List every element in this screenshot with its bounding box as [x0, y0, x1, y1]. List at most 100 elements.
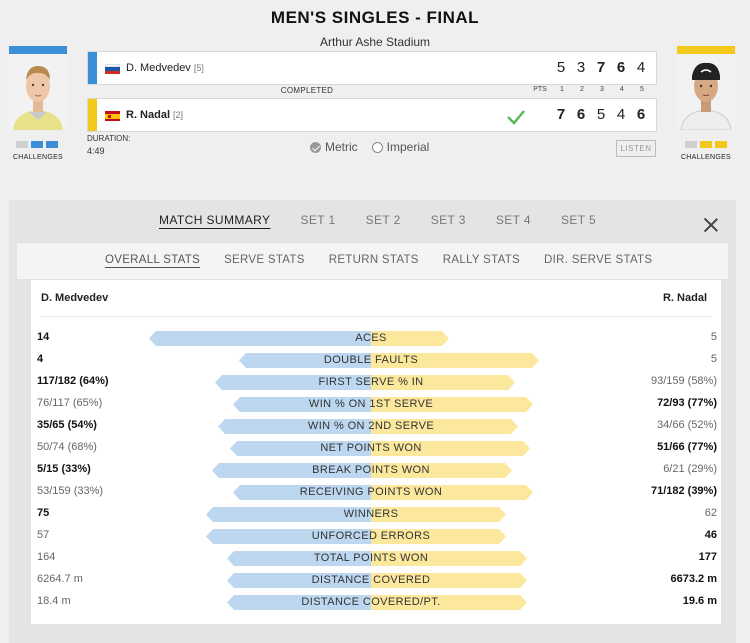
player1-stat-value: 14: [37, 331, 50, 343]
player2-stat-bar: [371, 419, 518, 434]
subtab-return-stats[interactable]: RETURN STATS: [328, 254, 419, 266]
player1-stat-bar: [218, 419, 371, 434]
challenge-used-indicator: [16, 141, 28, 148]
imperial-radio[interactable]: Imperial: [371, 140, 430, 154]
venue: Arthur Ashe Stadium: [319, 35, 431, 49]
player2-stat-value: 51/66 (77%): [657, 441, 717, 453]
player2-stat-value: 6/21 (29%): [663, 463, 717, 475]
player1-stat-bar: [227, 551, 371, 566]
stat-row: RECEIVING POINTS WON 53/159 (33%) 71/182 (…: [31, 484, 721, 500]
radio-checked-icon: [310, 141, 321, 153]
stat-label: TOTAL POINTS WON: [313, 552, 429, 564]
player2-stat-value: 19.6 m: [682, 595, 717, 607]
radio-unchecked-icon: [371, 141, 383, 153]
player1-name[interactable]: D. Medvedev [5]: [126, 62, 204, 74]
player2-stat-value: 6673.2 m: [670, 573, 717, 585]
stat-label: DOUBLE FAULTS: [323, 354, 419, 366]
player2-name-text: R. Nadal: [126, 109, 171, 121]
spain-flag-icon: [105, 111, 120, 121]
tab-set-3[interactable]: SET 3: [430, 213, 466, 227]
player1-set-scores: 5 3 7 6 4: [551, 59, 651, 76]
player2-stat-value: 71/182 (39%): [650, 485, 717, 497]
player2-stat-value: 5: [710, 353, 717, 365]
player1-stat-bar: [206, 529, 371, 544]
player2-stat-bar: [371, 529, 506, 544]
set-header: 4: [620, 86, 624, 93]
stat-label: ACES: [355, 332, 387, 344]
set-header: 2: [580, 86, 584, 93]
set-score: 4: [636, 59, 646, 76]
russia-flag-icon: [105, 64, 120, 74]
metric-radio[interactable]: Metric: [310, 140, 358, 154]
player1-challenges: [16, 141, 58, 148]
stat-label: RECEIVING POINTS WON: [299, 486, 443, 498]
player1-stat-bar: [149, 331, 371, 346]
player1-stat-bar: [233, 485, 371, 500]
subtab-dir-serve-stats[interactable]: DIR. SERVE STATS: [544, 254, 653, 266]
player1-avatar: [9, 54, 67, 130]
set-score: 6: [576, 106, 586, 123]
stat-label: UNFORCED ERRORS: [311, 530, 431, 542]
player2-avatar: [677, 54, 735, 130]
player2-stat-bar: [371, 595, 527, 610]
close-icon[interactable]: [703, 217, 719, 233]
set-header: 3: [600, 86, 604, 93]
stat-row: UNFORCED ERRORS 57 46: [31, 528, 721, 544]
player1-stat-value: 76/117 (65%): [37, 397, 103, 409]
player1-stat-bar: [215, 375, 371, 390]
stat-label: BREAK POINTS WON: [312, 464, 430, 476]
listen-button[interactable]: LISTEN: [616, 140, 656, 157]
player1-stat-bar: [206, 507, 371, 522]
player2-name[interactable]: R. Nadal [2]: [126, 109, 183, 121]
stat-row: DOUBLE FAULTS 4 5: [31, 352, 721, 368]
player2-stat-bar: [371, 397, 533, 412]
player1-stat-value: 5/15 (33%): [37, 463, 91, 475]
subtab-overall-stats[interactable]: OVERALL STATS: [105, 254, 201, 266]
player2-stat-value: 177: [698, 551, 717, 563]
set-score: 3: [576, 59, 586, 76]
stat-row: NET POINTS WON 50/74 (68%) 51/66 (77%): [31, 440, 721, 456]
player2-photo[interactable]: [677, 46, 735, 130]
player2-stat-bar: [371, 463, 512, 478]
match-duration: DURATION: 4:49: [87, 132, 130, 158]
player1-stat-bar: [227, 573, 371, 588]
player1-stat-value: 164: [37, 551, 56, 563]
player1-stat-bar: [230, 441, 371, 456]
player2-stat-bar: [371, 507, 506, 522]
subtab-serve-stats[interactable]: SERVE STATS: [224, 254, 305, 266]
player1-stat-value: 35/65 (54%): [37, 419, 97, 431]
player2-stat-bar: [371, 485, 533, 500]
player2-score-row: R. Nadal [2] 7 6 5 4 6: [87, 98, 657, 132]
stat-row: BREAK POINTS WON 5/15 (33%) 6/21 (29%): [31, 462, 721, 478]
stat-row: DISTANCE COVERED/PT. 18.4 m 19.6 m: [31, 594, 721, 610]
match-title: MEN'S SINGLES - FINAL: [270, 8, 480, 27]
challenge-remaining-indicator: [715, 141, 727, 148]
set-header: 5: [640, 86, 644, 93]
player2-stat-value: 5: [710, 331, 717, 343]
set-score: 7: [596, 59, 606, 76]
player1-score-row: D. Medvedev [5] 5 3 7 6 4: [87, 51, 657, 85]
player1-color-accent: [88, 52, 97, 84]
tab-match-summary[interactable]: MATCH SUMMARY: [159, 213, 271, 227]
set-score: 5: [556, 59, 566, 76]
challenge-remaining-indicator: [46, 141, 58, 148]
player2-stat-bar: [371, 441, 530, 456]
player1-stat-value: 50/74 (68%): [37, 441, 97, 453]
player2-stat-bar: [371, 353, 539, 368]
tab-set-5[interactable]: SET 5: [561, 213, 597, 227]
player2-stat-bar: [371, 375, 515, 390]
imperial-label: Imperial: [386, 140, 430, 154]
player1-photo[interactable]: [9, 46, 67, 130]
player2-color-accent: [88, 99, 97, 131]
set-score: 6: [616, 59, 626, 76]
tab-set-2[interactable]: SET 2: [365, 213, 401, 227]
player2-stat-value: 62: [704, 507, 717, 519]
player2-stat-bar: [371, 331, 449, 346]
tab-set-4[interactable]: SET 4: [495, 213, 531, 227]
stat-label: FIRST SERVE % IN: [318, 376, 424, 388]
stat-label: DISTANCE COVERED/PT.: [301, 596, 441, 608]
subtab-rally-stats[interactable]: RALLY STATS: [442, 254, 521, 266]
stat-row: TOTAL POINTS WON 164 177: [31, 550, 721, 566]
tab-set-1[interactable]: SET 1: [300, 213, 336, 227]
challenge-remaining-indicator: [31, 141, 43, 148]
